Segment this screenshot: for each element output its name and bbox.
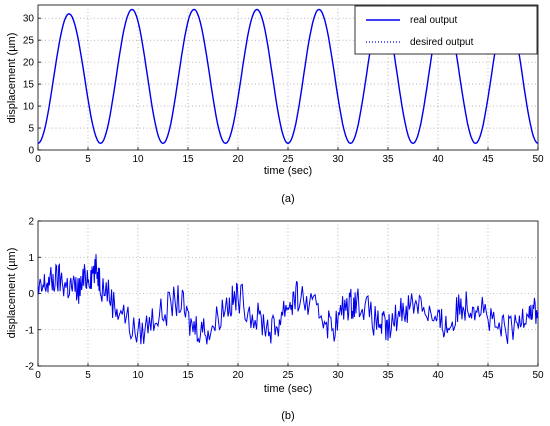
chart-a-xlabel: time (sec) <box>264 165 312 177</box>
chart-a-legend: real output desired output <box>354 5 538 55</box>
x-tick-label: 20 <box>232 370 244 381</box>
x-tick-label: 30 <box>332 154 344 165</box>
y-tick-label: -1 <box>25 325 34 336</box>
chart-b-x-ticks: 0 5 10 15 20 25 30 35 40 45 50 <box>35 363 544 381</box>
y-tick-label: 0 <box>28 289 34 300</box>
x-tick-label: 45 <box>482 154 494 165</box>
legend-label-desired: desired output <box>410 37 474 48</box>
y-tick-label: 1 <box>28 253 34 264</box>
legend-box <box>354 5 538 55</box>
x-tick-label: 5 <box>85 370 91 381</box>
chart-a-ylabel: displacement (µm) <box>6 33 18 124</box>
x-tick-label: 45 <box>482 370 494 381</box>
x-tick-label: 0 <box>35 370 41 381</box>
series-line-desired-output <box>37 8 539 144</box>
x-tick-label: 10 <box>132 154 144 165</box>
chart-b-caption: (b) <box>281 410 294 422</box>
legend-label-real: real output <box>410 15 457 26</box>
x-tick-label: 0 <box>35 154 41 165</box>
y-tick-label: 15 <box>23 80 35 91</box>
chart-a-caption: (a) <box>281 193 294 205</box>
x-tick-label: 35 <box>382 370 394 381</box>
chart-b-series <box>37 254 539 345</box>
x-tick-label: 35 <box>382 154 394 165</box>
y-tick-label: 2 <box>28 217 34 228</box>
x-tick-label: 20 <box>232 154 244 165</box>
chart-b-xlabel: time (sec) <box>264 383 312 395</box>
chart-b-ylabel: displacement (µm) <box>6 248 18 339</box>
x-tick-label: 10 <box>132 370 144 381</box>
x-tick-label: 25 <box>282 370 294 381</box>
chart-a-x-ticks: 0 5 10 15 20 25 30 35 40 45 50 <box>35 147 544 165</box>
x-tick-label: 5 <box>85 154 91 165</box>
x-tick-label: 15 <box>182 370 194 381</box>
y-tick-label: 0 <box>28 146 34 157</box>
x-tick-label: 25 <box>282 154 294 165</box>
series-line-b <box>37 254 539 345</box>
x-tick-label: 15 <box>182 154 194 165</box>
x-tick-label: 30 <box>332 370 344 381</box>
chart-a: 0 5 10 15 20 25 30 35 40 45 50 0 5 10 15 20 25 30 time (… <box>6 4 544 205</box>
x-tick-label: 40 <box>432 154 444 165</box>
y-tick-label: 5 <box>28 124 34 135</box>
x-tick-label: 50 <box>532 370 544 381</box>
y-tick-label: 30 <box>23 14 35 25</box>
y-tick-label: 25 <box>23 36 35 47</box>
y-tick-label: 20 <box>23 58 35 69</box>
x-tick-label: 40 <box>432 370 444 381</box>
x-tick-label: 50 <box>532 154 544 165</box>
y-tick-label: 10 <box>23 102 35 113</box>
y-tick-label: -2 <box>25 362 34 373</box>
chart-a-y-ticks: 0 5 10 15 20 25 30 <box>23 14 41 157</box>
chart-b-grid <box>38 221 538 366</box>
